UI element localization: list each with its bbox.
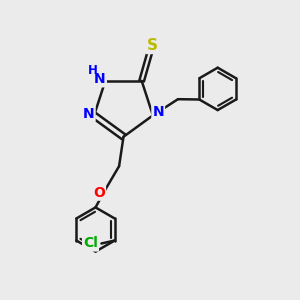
Text: O: O	[93, 186, 105, 200]
Text: H: H	[88, 64, 98, 77]
Text: N: N	[94, 72, 106, 86]
Text: N: N	[152, 105, 164, 119]
Text: S: S	[146, 38, 158, 53]
Text: N: N	[83, 107, 94, 121]
Text: Cl: Cl	[83, 236, 98, 250]
